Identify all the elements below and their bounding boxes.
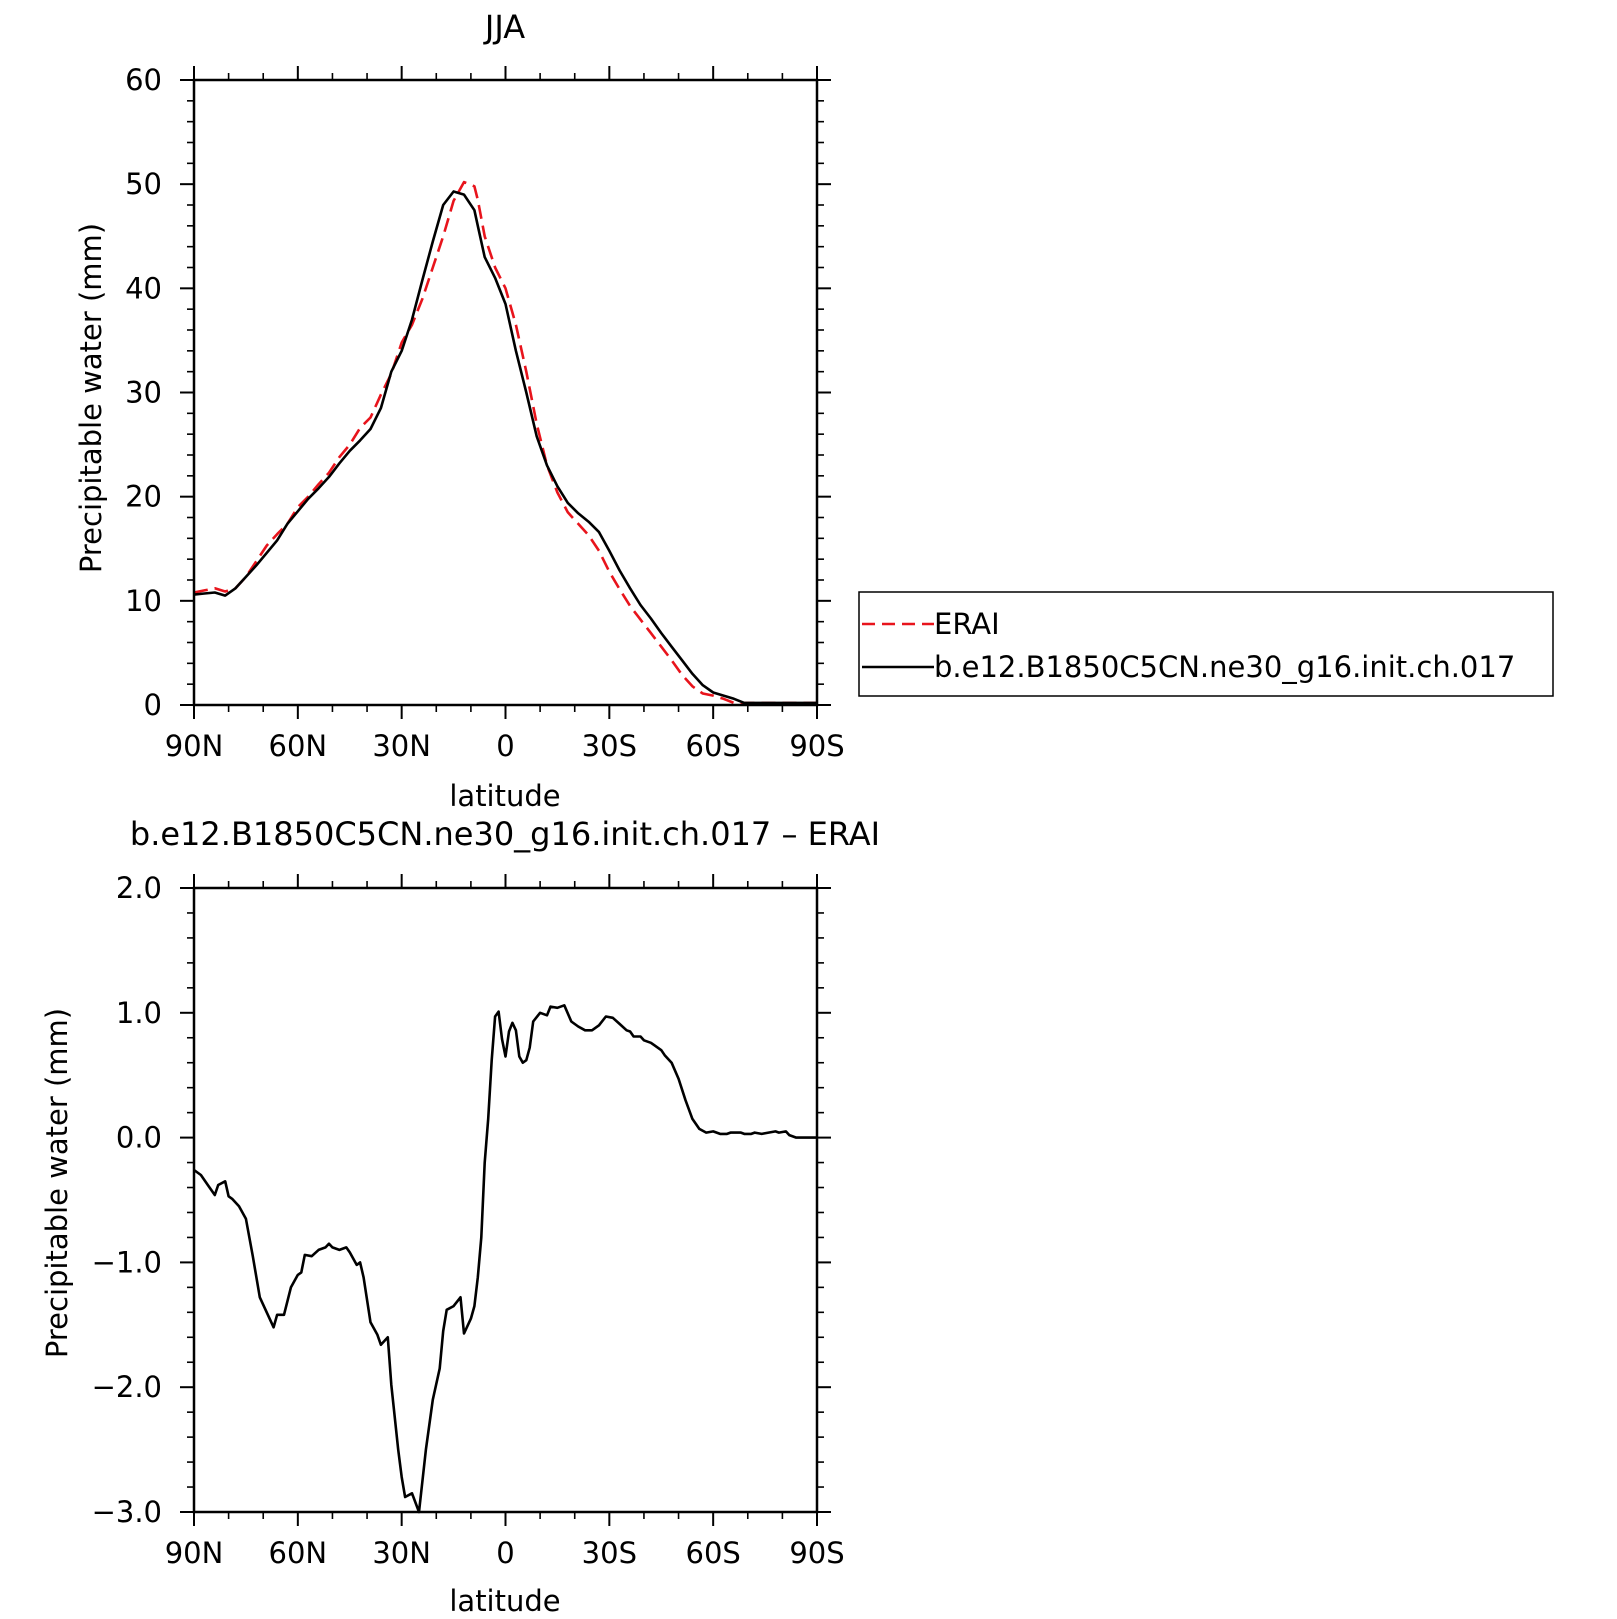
- bottom-chart-x-tick-label: 60S: [686, 1536, 741, 1570]
- bottom-chart-x-tick-label: 60N: [269, 1536, 328, 1570]
- bottom-chart-y-tick-label: 1.0: [116, 996, 162, 1030]
- top-chart-y-tick-label: 40: [125, 271, 162, 305]
- bottom-chart-x-axis-title: latitude: [449, 1584, 560, 1618]
- top-chart-x-tick-label: 30S: [582, 729, 637, 763]
- legend-box: [858, 591, 1554, 697]
- top-chart-title: JJA: [483, 8, 525, 46]
- top-chart-x-tick-label: 90N: [165, 729, 224, 763]
- bottom-chart-y-tick-label: 2.0: [116, 871, 162, 905]
- legend-label-erai: ERAI: [934, 607, 1000, 641]
- top-chart-y-tick-label: 0: [144, 688, 162, 722]
- bottom-chart-y-axis-title: Precipitable water (mm): [40, 1008, 74, 1358]
- top-chart-y-tick-label: 30: [125, 376, 162, 410]
- top-chart-series-line-1: [193, 190, 817, 705]
- top-chart-x-tick-label: 60N: [269, 729, 328, 763]
- bottom-chart: b.e12.B1850C5CN.ne30_g16.init.ch.017 – E…: [40, 815, 880, 1618]
- bottom-chart-y-tick-label: −3.0: [92, 1495, 162, 1529]
- bottom-chart-y-tick-label: −1.0: [92, 1245, 162, 1279]
- top-chart-y-axis-title: Precipitable water (mm): [74, 223, 108, 573]
- bottom-chart-y-tick-label: −2.0: [92, 1370, 162, 1404]
- bottom-chart-plot-frame: [192, 886, 819, 1514]
- legend: ERAI b.e12.B1850C5CN.ne30_g16.init.ch.01…: [858, 591, 1554, 697]
- bottom-chart-x-tick-label: 90N: [165, 1536, 224, 1570]
- top-chart-axes: 90N 60N 30N 0 30S 60S 90S 0 10 20 30 40 50 60: [125, 63, 845, 763]
- top-chart-y-tick-label: 20: [125, 480, 162, 514]
- bottom-chart-title: b.e12.B1850C5CN.ne30_g16.init.ch.017 – E…: [130, 815, 880, 853]
- bottom-chart-series-line-0: [193, 1004, 817, 1514]
- top-chart-x-tick-label: 90S: [789, 729, 844, 763]
- bottom-chart-x-tick-label: 90S: [789, 1536, 844, 1570]
- top-chart-x-axis-title: latitude: [449, 779, 560, 813]
- bottom-chart-x-tick-label: 30S: [582, 1536, 637, 1570]
- top-chart-y-tick-label: 60: [125, 63, 162, 97]
- legend-label-model: b.e12.B1850C5CN.ne30_g16.init.ch.017: [934, 650, 1515, 684]
- bottom-chart-x-tick-label: 0: [496, 1536, 514, 1570]
- top-chart-plot-frame: [192, 78, 819, 707]
- top-chart-x-tick-label: 30N: [372, 729, 431, 763]
- top-chart-marks: [193, 180, 817, 705]
- bottom-chart-marks: [193, 1004, 817, 1514]
- top-chart: JJA 90N 60N 30N 0 30S 60S 90S 0 10 20 30 40 50 60 lat…: [74, 8, 1554, 813]
- top-chart-x-tick-label: 0: [496, 729, 514, 763]
- bottom-chart-axes: 90N 60N 30N 0 30S 60S 90S −3.0 −2.0 −1.0 0.0 1.0 2.0: [92, 871, 845, 1570]
- top-chart-x-tick-label: 60S: [686, 729, 741, 763]
- bottom-chart-x-tick-label: 30N: [372, 1536, 431, 1570]
- top-chart-series-line-0: [193, 180, 817, 705]
- top-chart-y-tick-label: 10: [125, 584, 162, 618]
- top-chart-y-tick-label: 50: [125, 167, 162, 201]
- bottom-chart-y-tick-label: 0.0: [116, 1121, 162, 1155]
